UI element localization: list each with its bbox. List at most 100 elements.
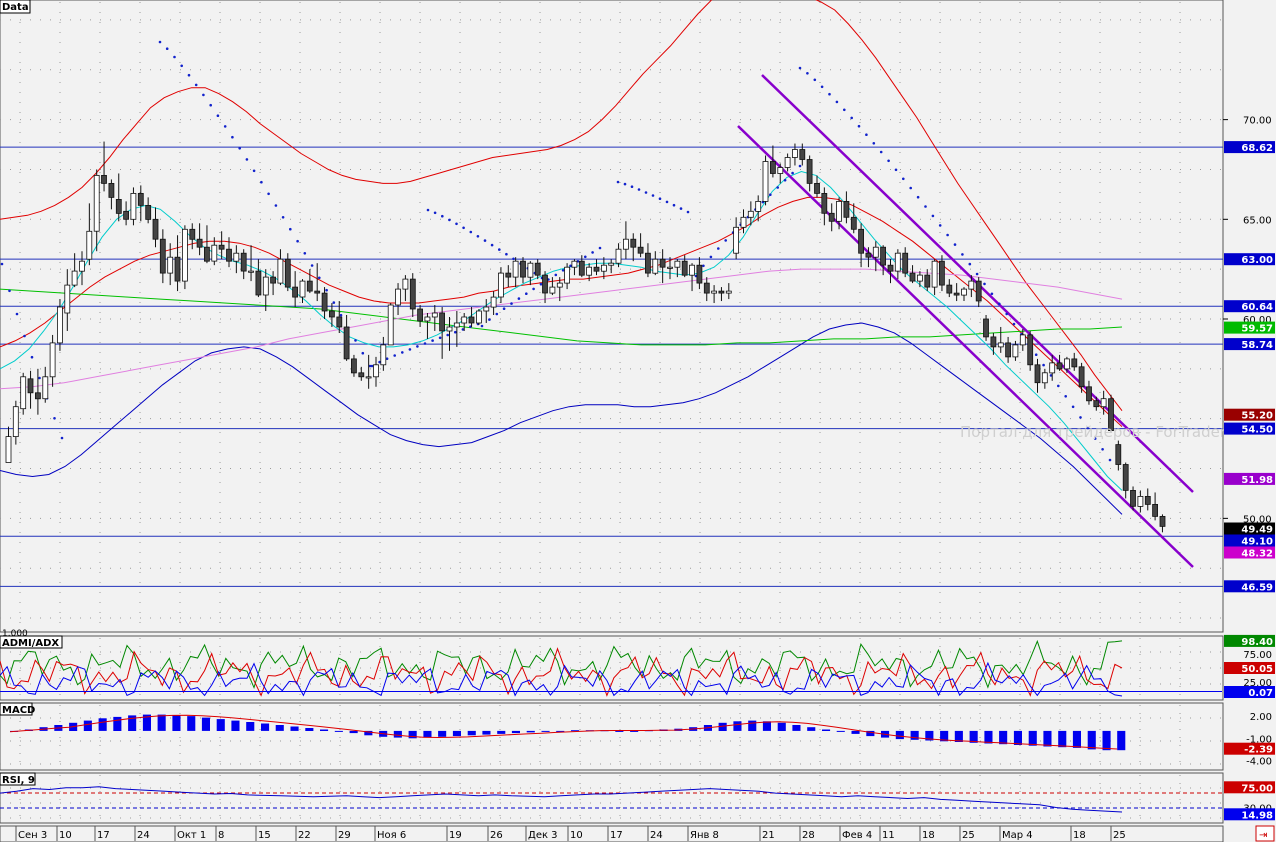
candle[interactable] <box>946 279 953 298</box>
candle[interactable] <box>961 287 967 302</box>
candle[interactable] <box>226 237 232 268</box>
candle[interactable] <box>630 233 637 262</box>
candle[interactable] <box>159 229 166 284</box>
candle[interactable] <box>123 201 129 226</box>
candle[interactable] <box>770 145 776 178</box>
candle[interactable] <box>108 179 115 210</box>
candle[interactable] <box>218 231 225 260</box>
candle[interactable] <box>189 223 196 250</box>
candle[interactable] <box>93 169 100 252</box>
candle[interactable] <box>564 263 570 290</box>
candle[interactable] <box>983 315 989 341</box>
candle[interactable] <box>446 316 453 351</box>
candle[interactable] <box>211 237 218 266</box>
candle[interactable] <box>343 315 350 361</box>
candle[interactable] <box>1064 356 1070 373</box>
candle[interactable] <box>130 187 137 226</box>
candle[interactable] <box>975 277 982 308</box>
candle[interactable] <box>203 225 210 264</box>
candle[interactable] <box>1093 396 1100 411</box>
candle[interactable] <box>387 303 394 346</box>
candle[interactable] <box>902 247 909 278</box>
candle[interactable] <box>1159 514 1166 533</box>
candle[interactable] <box>645 243 651 278</box>
candle[interactable] <box>623 221 629 260</box>
candle[interactable] <box>468 307 475 327</box>
candle[interactable] <box>1005 336 1011 363</box>
candle[interactable] <box>86 203 93 266</box>
candle[interactable] <box>5 426 12 463</box>
candle[interactable] <box>402 275 409 302</box>
candle[interactable] <box>1078 362 1085 393</box>
candle[interactable] <box>556 277 563 302</box>
candle[interactable] <box>181 225 188 290</box>
candle[interactable] <box>101 141 107 192</box>
candle[interactable] <box>799 143 806 166</box>
candle[interactable] <box>542 271 548 304</box>
candle[interactable] <box>1122 462 1129 499</box>
candle[interactable] <box>997 326 1004 353</box>
channel-lower-line[interactable] <box>737 125 1194 568</box>
candle[interactable] <box>828 203 835 232</box>
candle[interactable] <box>262 269 269 312</box>
candle[interactable] <box>115 173 122 222</box>
candle[interactable] <box>79 251 85 286</box>
candle[interactable] <box>659 249 666 284</box>
candle[interactable] <box>512 257 519 288</box>
candle[interactable] <box>747 201 754 226</box>
candle[interactable] <box>836 197 842 230</box>
candle[interactable] <box>306 269 313 294</box>
candle[interactable] <box>417 305 424 327</box>
candle[interactable] <box>350 354 357 377</box>
candle[interactable] <box>549 277 556 296</box>
candle[interactable] <box>292 271 299 308</box>
candle[interactable] <box>843 191 850 224</box>
candle[interactable] <box>968 275 975 298</box>
candle[interactable] <box>20 372 27 415</box>
candle[interactable] <box>196 223 203 256</box>
candle[interactable] <box>755 195 762 222</box>
candle[interactable] <box>167 243 174 286</box>
candle[interactable] <box>1137 490 1144 513</box>
candle[interactable] <box>681 255 688 278</box>
candle[interactable] <box>431 305 438 331</box>
candle[interactable] <box>601 257 607 280</box>
candle[interactable] <box>777 163 784 184</box>
candle[interactable] <box>137 185 144 222</box>
candle[interactable] <box>608 259 615 274</box>
candle[interactable] <box>1056 354 1063 371</box>
candle[interactable] <box>314 263 321 302</box>
candle[interactable] <box>277 249 284 286</box>
candle[interactable] <box>578 255 585 278</box>
candle[interactable] <box>483 299 490 323</box>
candle[interactable] <box>667 257 673 280</box>
candle[interactable] <box>534 259 541 280</box>
candle[interactable] <box>284 253 291 292</box>
candle[interactable] <box>505 265 512 288</box>
candle[interactable] <box>57 299 63 351</box>
candle[interactable] <box>990 332 997 355</box>
candle[interactable] <box>784 153 791 172</box>
candle[interactable] <box>850 203 857 234</box>
candle[interactable] <box>373 356 379 387</box>
candle[interactable] <box>725 283 732 300</box>
candle[interactable] <box>240 249 247 280</box>
candle[interactable] <box>865 247 872 268</box>
candle[interactable] <box>395 283 401 316</box>
candle[interactable] <box>270 271 277 296</box>
candle[interactable] <box>145 197 152 224</box>
candle[interactable] <box>586 263 592 282</box>
candle[interactable] <box>328 303 335 327</box>
candle[interactable] <box>255 259 262 298</box>
candle[interactable] <box>1115 440 1122 471</box>
candle[interactable] <box>520 257 526 284</box>
candle[interactable] <box>814 175 820 198</box>
candle[interactable] <box>593 259 600 276</box>
candle[interactable] <box>689 263 695 292</box>
candle[interactable] <box>571 259 578 276</box>
candle[interactable] <box>49 334 56 387</box>
candle[interactable] <box>652 251 659 276</box>
candle[interactable] <box>917 271 923 288</box>
candle[interactable] <box>475 309 482 325</box>
candle[interactable] <box>1086 380 1092 405</box>
